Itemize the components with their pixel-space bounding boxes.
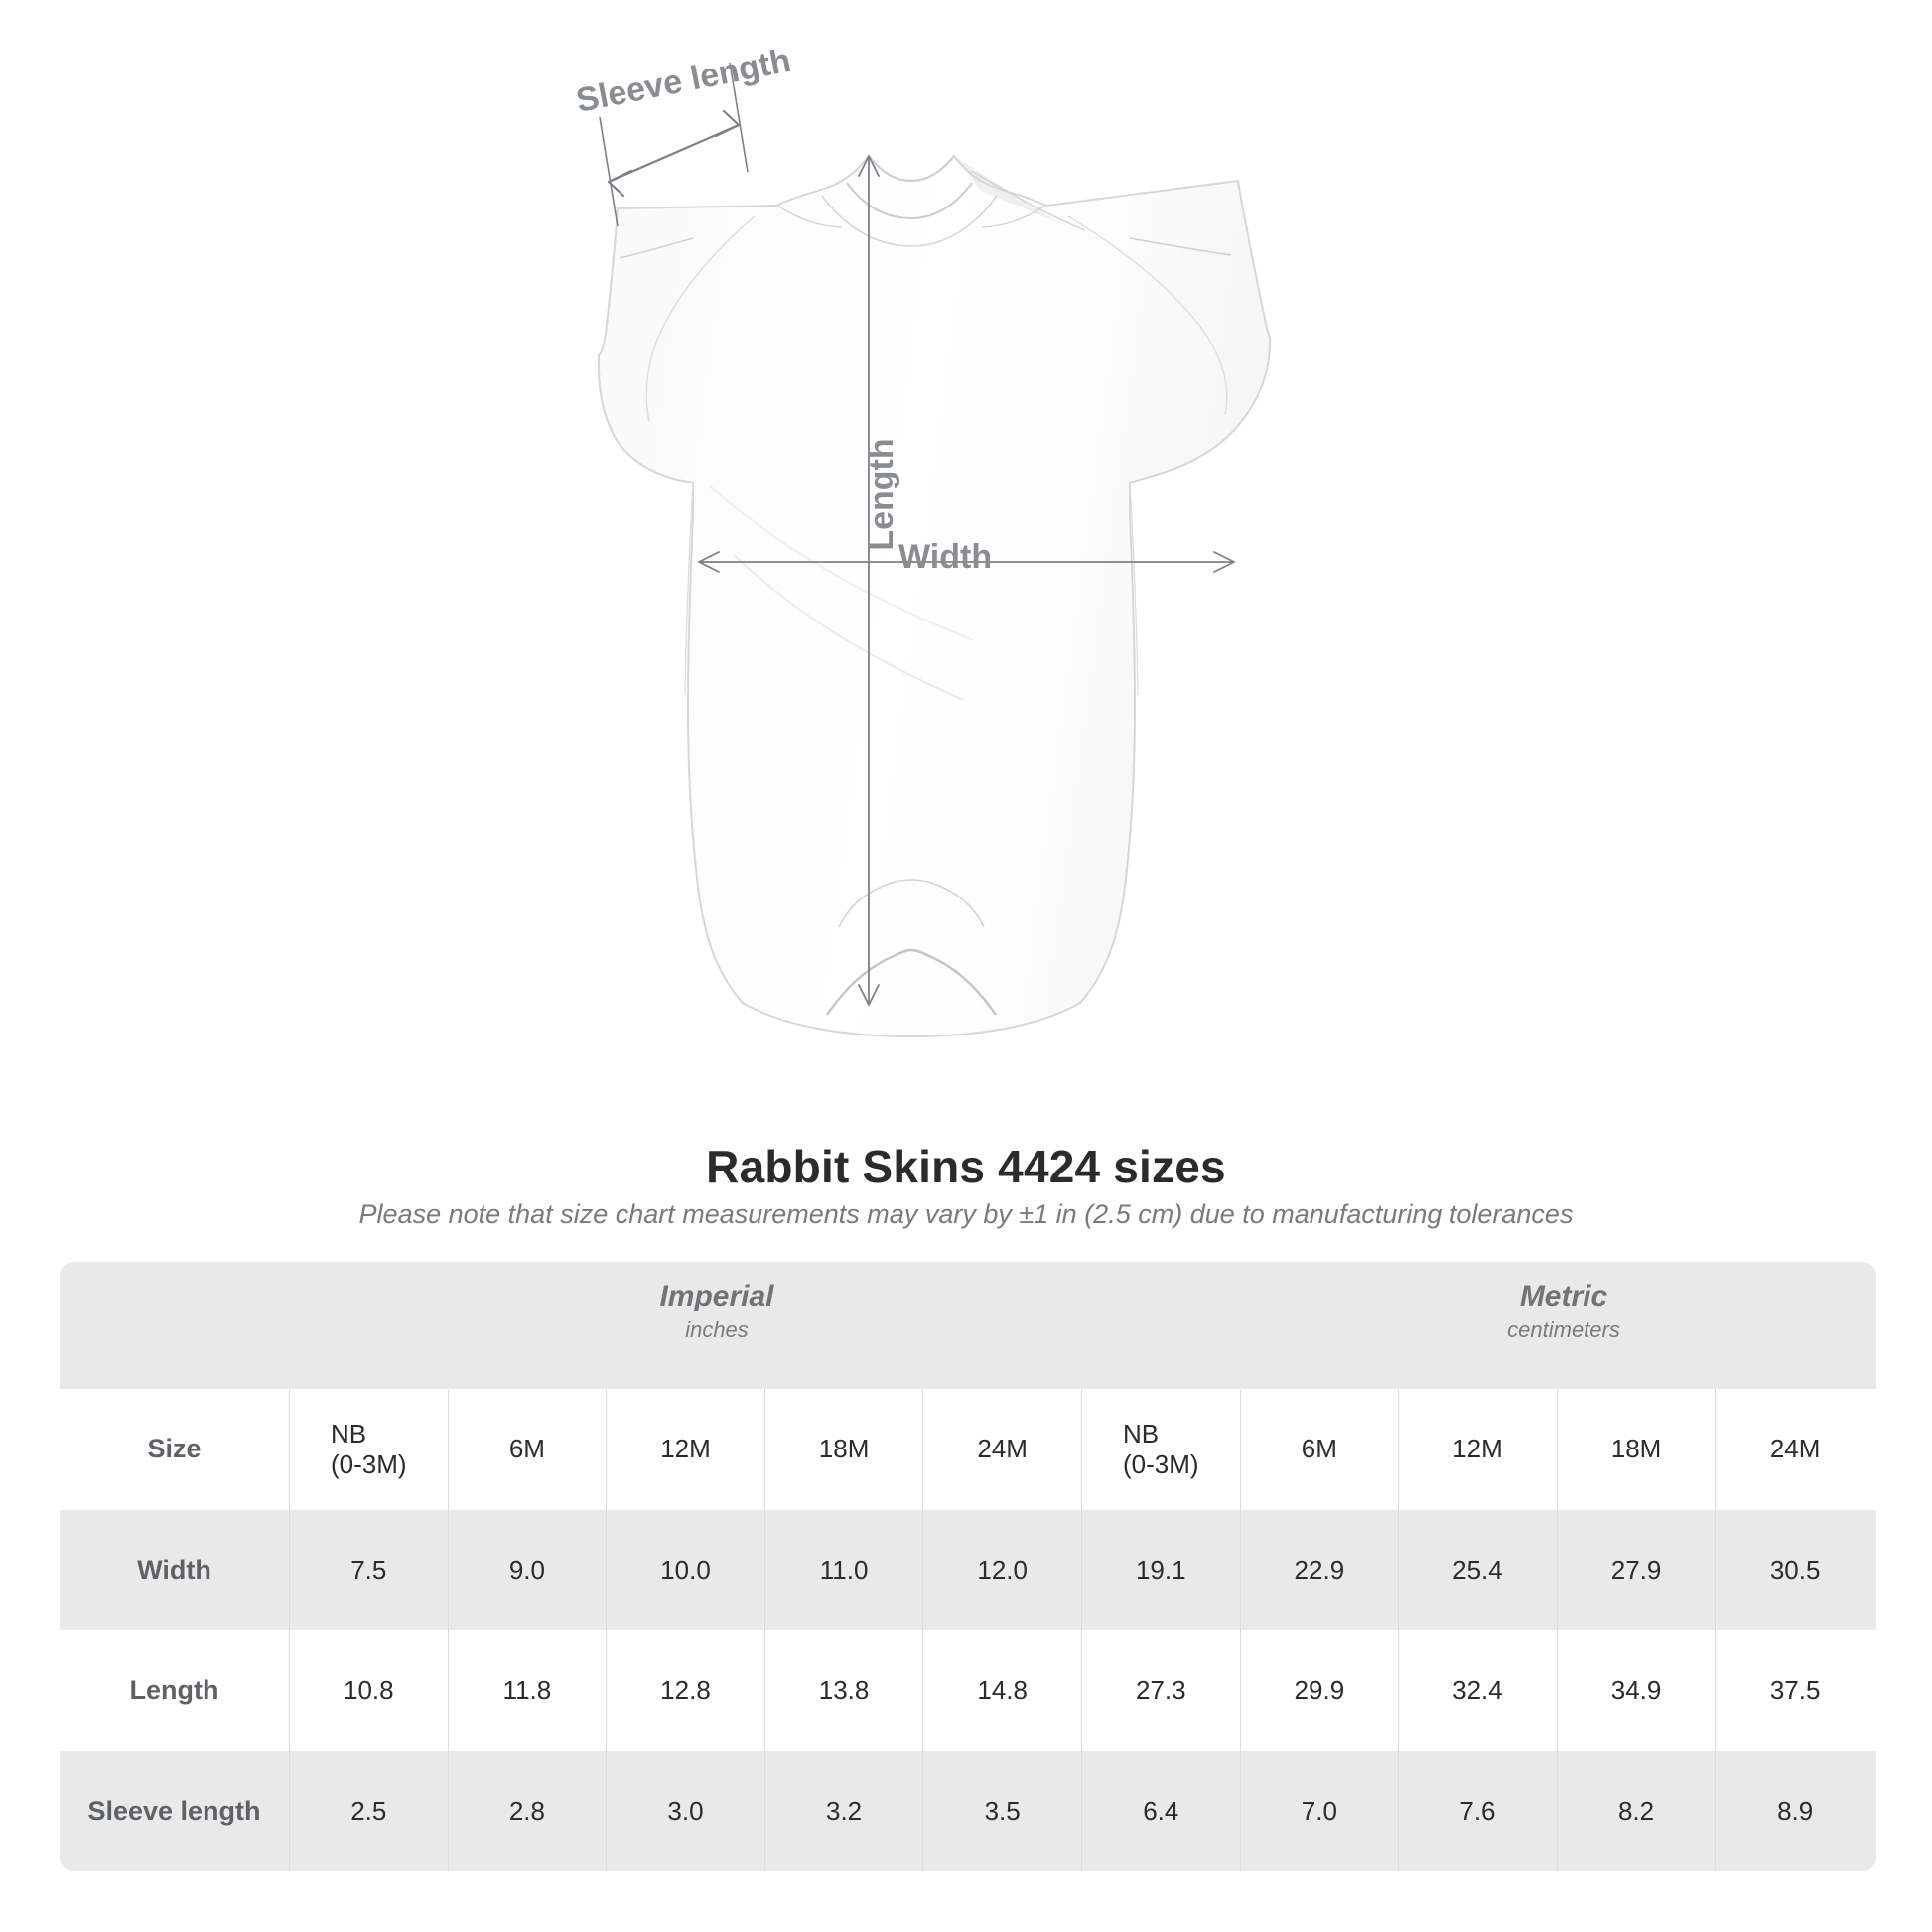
svg-text:Sleeve length: Sleeve length bbox=[573, 42, 793, 120]
svg-text:Length: Length bbox=[863, 438, 900, 550]
svg-text:Width: Width bbox=[898, 538, 992, 576]
